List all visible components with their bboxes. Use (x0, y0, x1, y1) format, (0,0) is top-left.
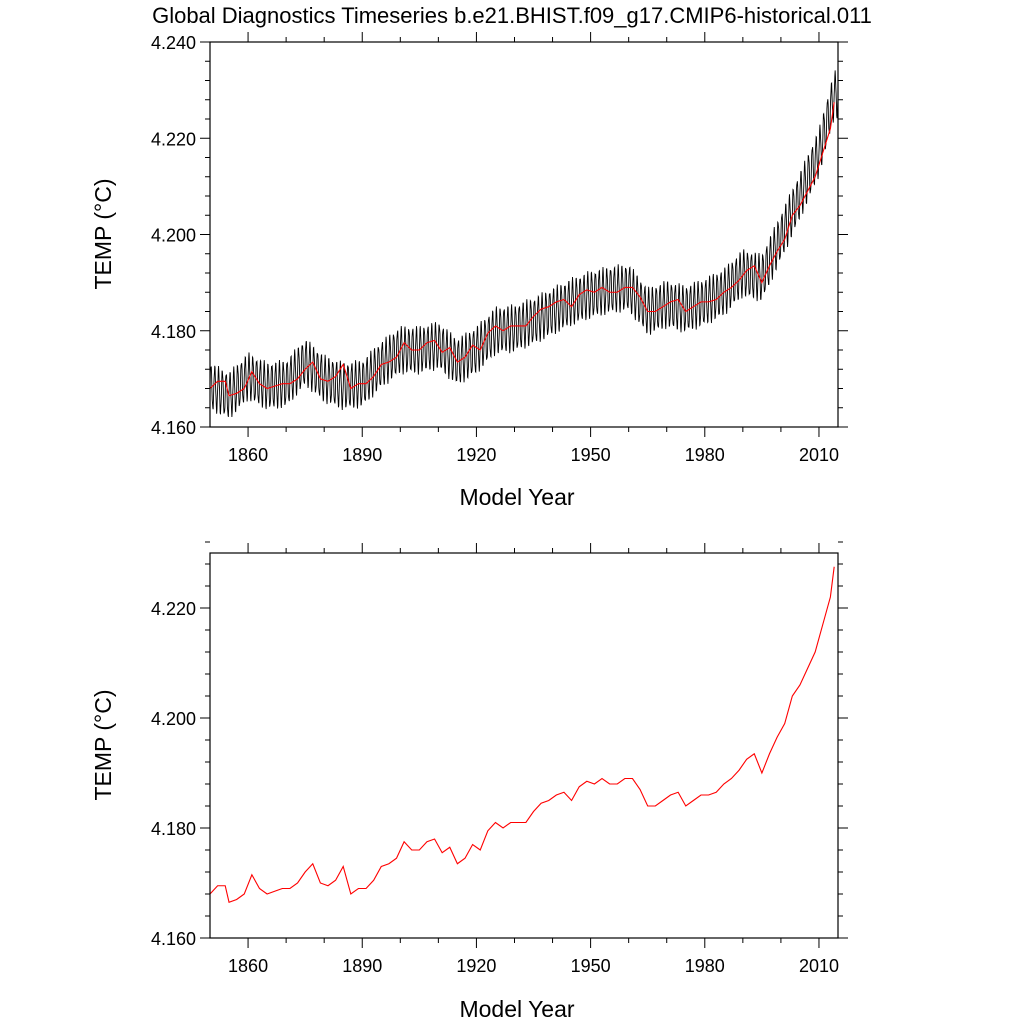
panel-2-x-tick-label-1: 1890 (342, 956, 382, 976)
panel-1-y-tick-label-1: 4.180 (151, 322, 196, 342)
panel-2-series (209, 566, 835, 903)
panel-1-x-axis-label: Model Year (459, 484, 574, 510)
panel-2-x-axis-label: Model Year (459, 996, 574, 1022)
figure-title: Global Diagnostics Timeseries b.e21.BHIS… (152, 3, 872, 28)
panel-1-x-tick-label-1: 1890 (342, 445, 382, 465)
panel-1: 1860 1890 1920 1950 1980 2010 4.160 4.180 4.200 4… (90, 32, 848, 510)
panel-2: 1860 1890 1920 1950 1980 2010 4.160 4.180 4.200 4… (90, 541, 848, 1022)
panel-1-x-tick-label-5: 2010 (799, 445, 839, 465)
panel-2-series-annual-mean (209, 566, 835, 903)
panel-2-x-tick-label-3: 1950 (571, 956, 611, 976)
panel-1-x-tick-label-3: 1950 (571, 445, 611, 465)
panel-1-x-tick-label-0: 1860 (228, 445, 268, 465)
panel-2-y-axis-label: TEMP (°C) (90, 690, 116, 801)
panel-2-x-tick-label-0: 1860 (228, 956, 268, 976)
panel-2-y-tick-label-3: 4.220 (151, 599, 196, 619)
panel-1-series-monthly-cycle (209, 70, 839, 418)
panel-2-y-tick-label-1: 4.180 (151, 819, 196, 839)
panel-1-frame (209, 41, 839, 428)
panel-1-ticks: 1860 1890 1920 1950 1980 2010 4.160 4.180 4.200 4… (151, 32, 848, 465)
panel-2-y-tick-label-2: 4.200 (151, 709, 196, 729)
panel-2-x-tick-label-4: 1980 (685, 956, 725, 976)
panel-1-y-tick-label-4: 4.240 (151, 33, 196, 53)
panel-1-y-tick-label-0: 4.160 (151, 418, 196, 438)
panel-1-y-tick-label-3: 4.220 (151, 129, 196, 149)
panel-2-x-tick-label-2: 1920 (456, 956, 496, 976)
panel-1-x-tick-label-2: 1920 (456, 445, 496, 465)
panel-1-series (209, 70, 839, 418)
panel-1-x-tick-label-4: 1980 (685, 445, 725, 465)
panel-1-y-axis-label: TEMP (°C) (90, 179, 116, 290)
panel-2-x-tick-label-5: 2010 (799, 956, 839, 976)
panel-2-ticks: 1860 1890 1920 1950 1980 2010 4.160 4.180 4.200 4… (151, 541, 848, 976)
panel-2-frame (209, 552, 839, 939)
panel-1-y-tick-label-2: 4.200 (151, 226, 196, 246)
panel-1-series-annual-mean (209, 102, 835, 397)
panel-2-y-tick-label-0: 4.160 (151, 929, 196, 949)
